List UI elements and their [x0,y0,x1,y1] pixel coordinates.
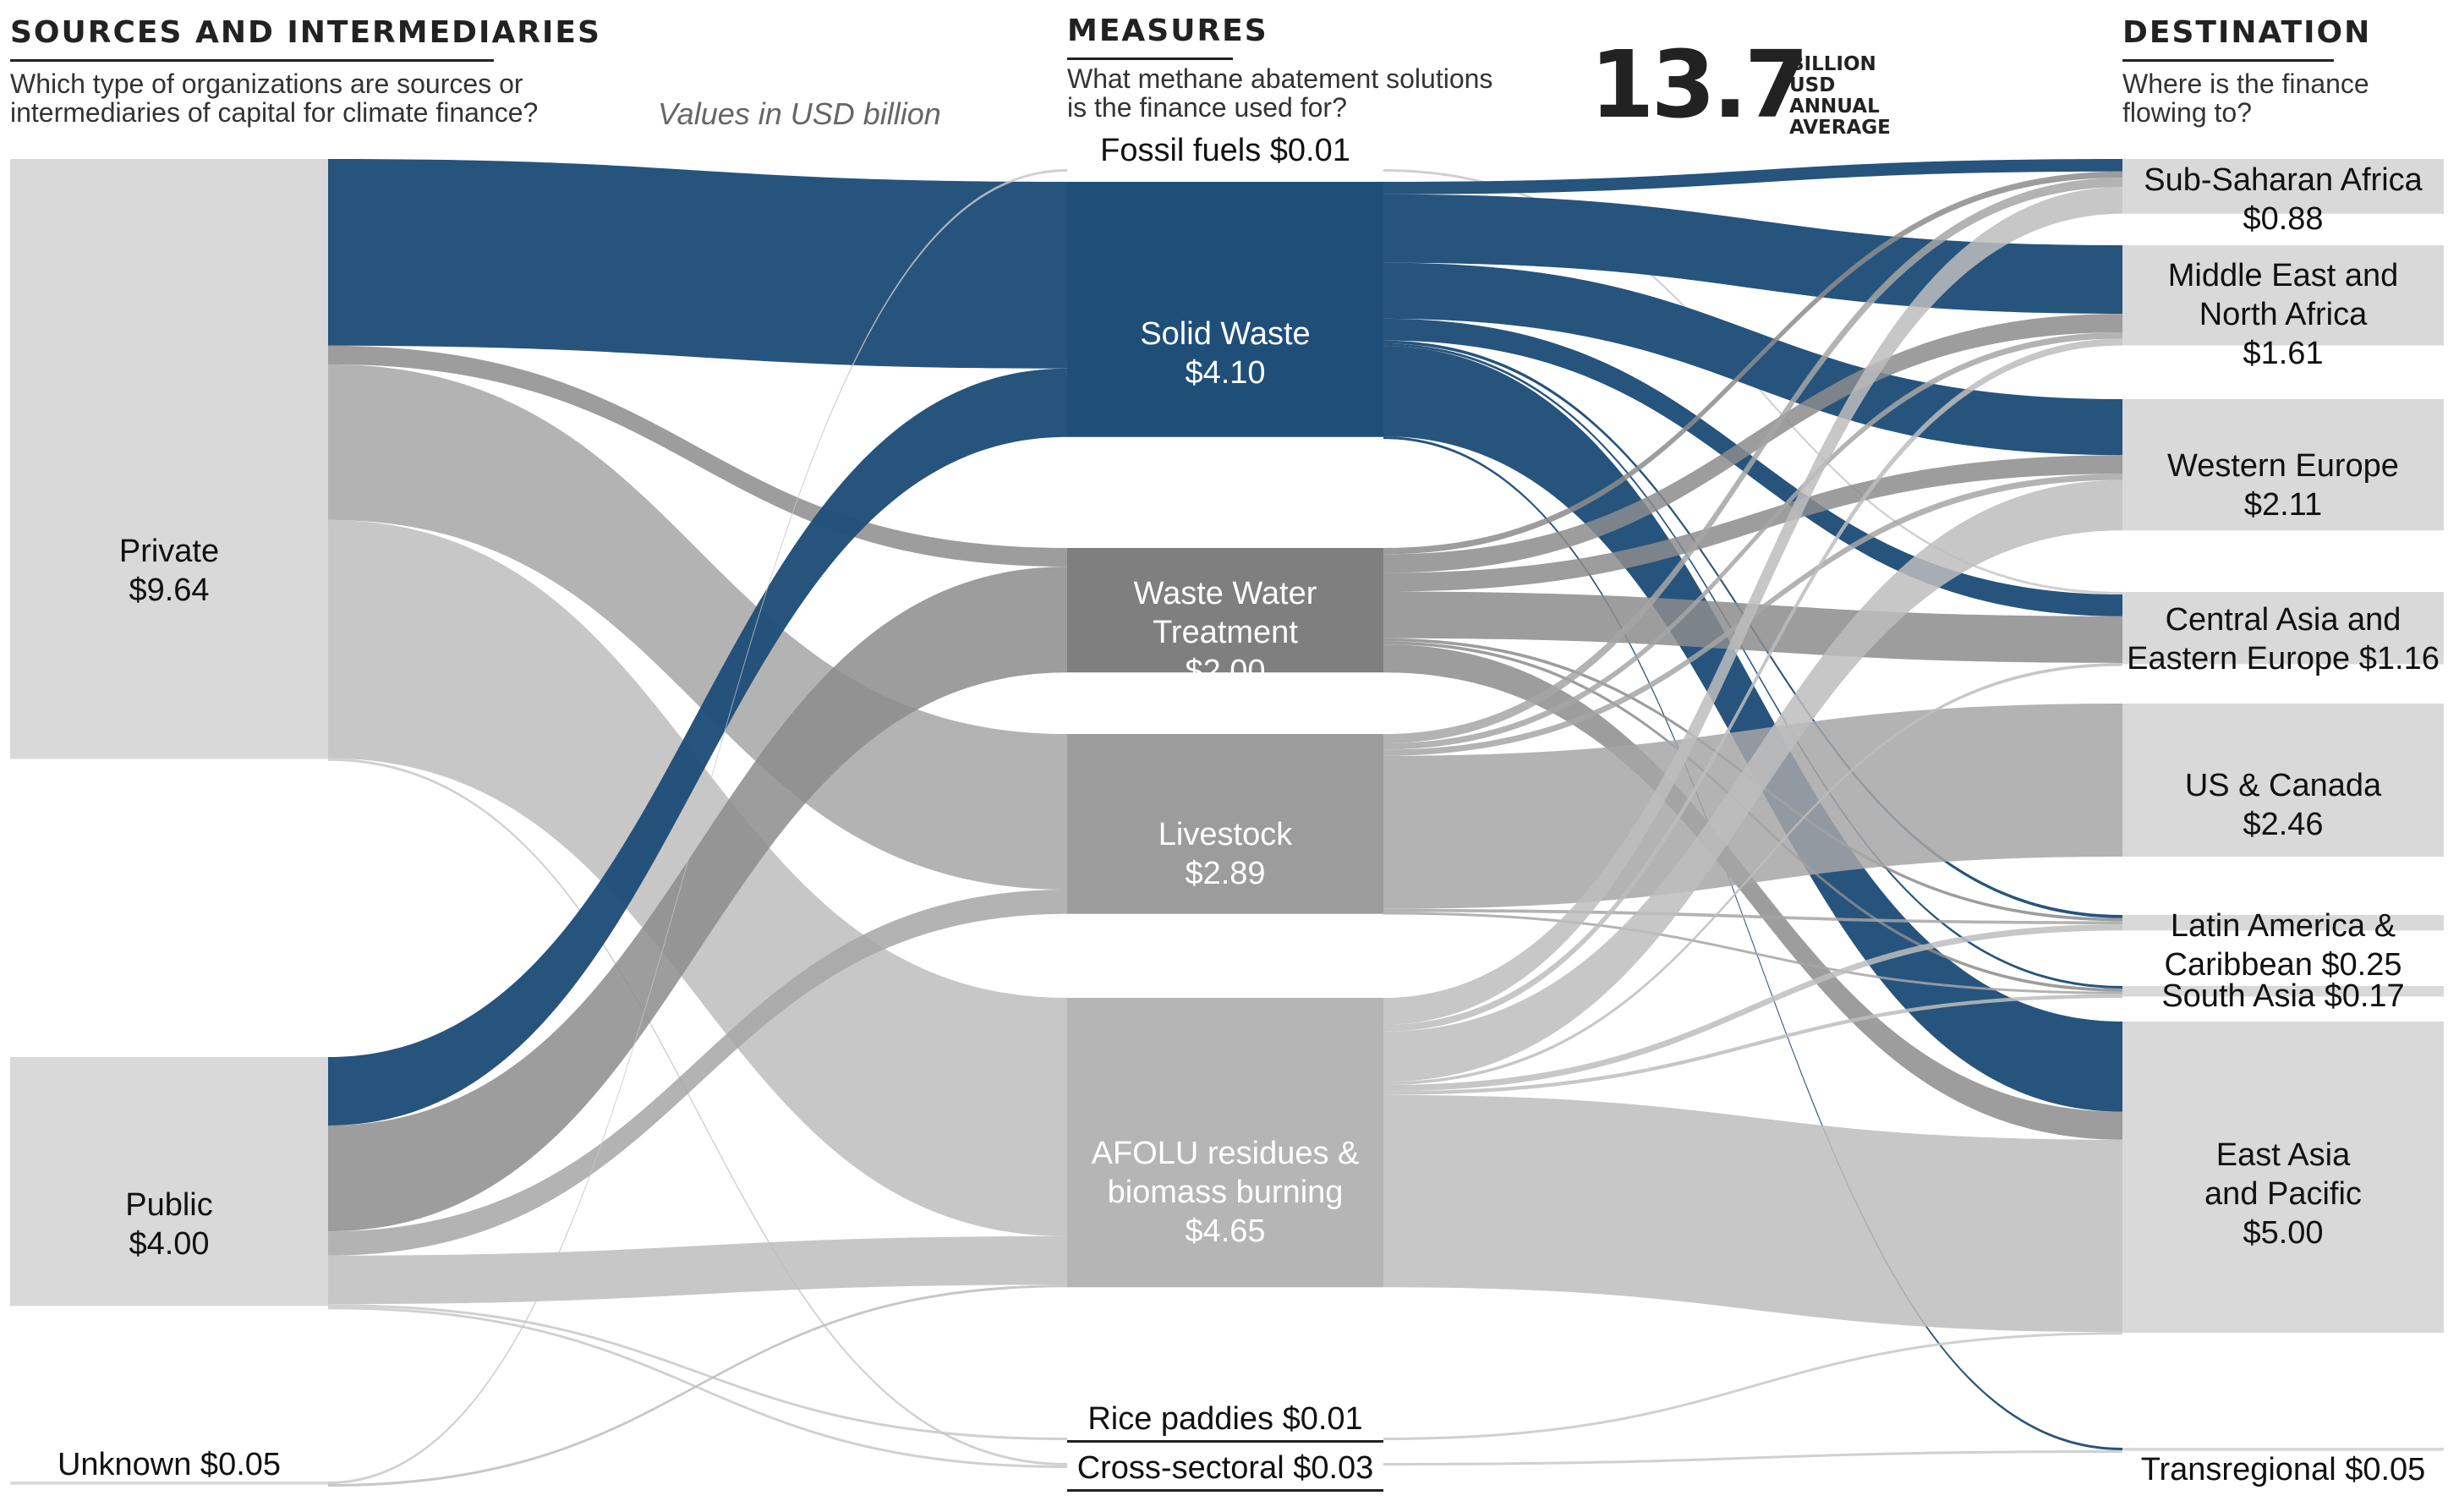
flow-afolu-to-mena [1383,338,2122,1032]
units-note: Values in USD billion [658,96,941,131]
flow-unknown-to-afolu [328,1285,1067,1487]
node-solid [1067,182,1383,437]
flow-public-to-solid [328,368,1067,1126]
flow-livestock-to-usc [1383,704,2122,909]
node-usc [2122,704,2444,857]
label-sa: South Asia $0.17 [2161,978,2405,1014]
label-public: Public $4.00 [125,1187,213,1262]
flow-afolu-to-ssa [1383,187,2122,1025]
flow-wwt-to-mena [1383,313,2122,573]
node-wwt [1067,548,1383,673]
flow-wwt-to-eap [1383,644,2122,1140]
destination-subtitle: Where is the finance flowing to? [2122,68,2369,128]
sankey-nodes [10,159,2444,1485]
sources-subtitle: Which type of organizations are sources … [10,68,539,128]
total-value: 13.7 [1590,30,1809,139]
label-mena: Middle East and North Africa $1.61 [2167,258,2399,371]
sources-header: SOURCES AND INTERMEDIARIES [10,15,601,50]
destination-header-underline [2122,59,2334,62]
flow-wwt-to-caee [1383,591,2122,663]
flow-afolu-to-caee [1383,662,2122,1086]
flow-afolu-to-weu [1383,479,2122,1082]
label-cross: Cross-sectoral $0.03 [1067,1449,1383,1492]
flow-solid-to-ssa [1383,159,2122,194]
destination-header: DESTINATION [2122,15,2372,50]
label-unknown: Unknown $0.05 [57,1447,282,1482]
node-lac [2122,915,2444,931]
label-trans: Transregional $0.05 [2140,1452,2426,1487]
node-ssa [2122,159,2444,214]
label-solid: Solid Waste $4.10 [1140,316,1311,391]
flow-afolu-to-sa [1383,994,2122,1095]
label-ssa: Sub-Saharan Africa $0.88 [2144,162,2423,237]
label-wwt: Waste Water Treatment $2.00 [1133,576,1317,689]
label-private: Private $9.64 [118,534,220,608]
label-weu: Western Europe $2.11 [2167,448,2399,523]
label-caee: Central Asia and Eastern Europe $1.16 [2127,602,2440,677]
flow-cross-to-trans [1383,1450,2122,1465]
flow-private-to-livestock [328,364,1067,890]
label-lac: Latin America & Caribbean $0.25 [2164,908,2402,983]
node-weu [2122,399,2444,531]
flow-livestock-to-ssa [1383,178,2122,744]
measures-header: MEASURES [1067,14,1268,48]
label-livestock: Livestock $2.89 [1158,817,1293,891]
label-fossil: Fossil fuels $0.01 [1100,133,1350,168]
flow-wwt-to-ssa [1383,171,2122,555]
label-eap: East Asia and Pacific $5.00 [2204,1137,2362,1251]
node-unknown [10,1482,328,1485]
node-mena [2122,245,2444,346]
flow-private-to-solid [328,159,1067,369]
sources-header-underline [10,59,494,62]
label-usc: US & Canada $2.46 [2184,768,2382,842]
sankey-links [328,159,2122,1487]
label-afolu: AFOLU residues & biomass burning $4.65 [1091,1136,1360,1249]
flow-unknown-to-fossil [328,169,1067,1484]
node-sa [2122,986,2444,997]
flow-private-to-cross [328,758,1067,1465]
flow-public-to-afolu [328,1235,1067,1305]
total-unit: BILLION USD ANNUAL AVERAGE [1789,53,1891,139]
flow-solid-to-weu [1383,262,2122,456]
label-rice: Rice paddies $0.01 [1067,1400,1383,1443]
flow-public-to-cross [328,1307,1067,1468]
measures-subtitle: What methane abatement solutions is the … [1067,63,1493,123]
flow-public-to-livestock [328,890,1067,1256]
node-eap [2122,1022,2444,1333]
node-caee [2122,592,2444,665]
flow-public-to-wwt [328,567,1067,1232]
flow-wwt-to-weu [1383,455,2122,592]
flow-solid-to-sa [1383,343,2122,989]
flow-solid-to-caee [1383,318,2122,616]
flow-livestock-to-mena [1383,332,2122,750]
measures-header-underline [1067,58,1233,60]
node-livestock [1067,734,1383,914]
flow-solid-to-eap [1383,346,2122,1112]
flow-public-to-rice [328,1304,1067,1440]
flow-afolu-to-eap [1383,1094,2122,1333]
node-private [10,159,328,759]
node-public [10,1057,328,1307]
node-afolu [1067,998,1383,1288]
flow-rice-to-eap [1383,1332,2122,1440]
flow-afolu-to-lac [1383,924,2122,1092]
node-trans [2122,1448,2444,1451]
flow-private-to-wwt [328,345,1067,567]
flow-solid-to-trans [1383,436,2122,1450]
flow-livestock-to-sa [1383,912,2122,994]
